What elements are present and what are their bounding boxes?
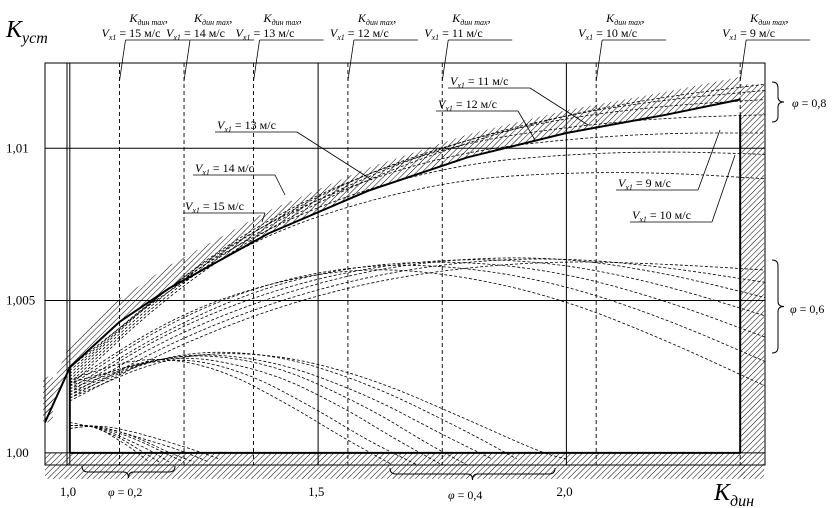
hatched-right-wall	[740, 84, 765, 479]
speed-label-leader	[529, 87, 589, 126]
speed-label-leader	[296, 131, 373, 181]
phi-02-label: φ = 0,2	[108, 485, 142, 499]
phi-02-brace	[81, 465, 176, 479]
curve-phi_02-v14	[69, 424, 160, 463]
speed-label: Vx1 = 12 м/с	[438, 97, 497, 113]
kdyn-max-leader	[183, 39, 191, 82]
kdyn-max-speed: Vx1 = 14 м/с	[166, 26, 225, 42]
curve-phi_08-v9	[69, 83, 766, 387]
kdyn-max-leader	[119, 39, 126, 82]
kdyn-max-lines	[119, 63, 741, 465]
tick-labels: 1,00 1,005 1,01 1,0 1,5 2,0	[6, 140, 573, 499]
phi-08-brace	[771, 81, 785, 123]
kdyn-max-leader	[347, 39, 355, 82]
speed-label-leader	[517, 110, 536, 141]
y-axis-title: Kуст	[5, 17, 48, 47]
kdyn-max-label: Kдин max,	[263, 11, 302, 27]
kdyn-max-speed: Vx1 = 10 м/с	[578, 26, 637, 42]
curve-phi_06-v13	[69, 261, 766, 390]
kdyn-max-speed: Vx1 = 15 м/с	[101, 26, 160, 42]
kdyn-max-leader	[595, 39, 603, 82]
curve-phi_08-v14	[69, 151, 766, 371]
speed-label-leader	[261, 212, 266, 223]
kdyn-max-speed: Vx1 = 11 м/с	[424, 26, 482, 42]
kdyn-max-label: Kдин max,	[193, 11, 232, 27]
curve-phi_04-v14	[69, 359, 418, 466]
curve-phi_02-v10	[69, 426, 210, 463]
phi-04-brace	[389, 467, 556, 481]
kdyn-max-leader	[739, 39, 747, 82]
kdyn-max-speed: Vx1 = 13 м/с	[236, 26, 295, 42]
envelope-curve	[44, 98, 741, 423]
kdyn-max-label: Kдин max,	[451, 11, 490, 27]
x-tick-label: 2,0	[556, 484, 572, 499]
speed-label: Vx1 = 9 м/с	[618, 176, 671, 192]
x-tick-label: 1,0	[60, 484, 76, 499]
x-tick-label: 1,5	[308, 484, 324, 499]
curve-phi_04-v11	[69, 354, 493, 460]
axis-titles: Kуст Kдин	[5, 17, 754, 508]
y-tick-label: 1,01	[6, 140, 29, 155]
curve-phi_06-v12	[69, 259, 766, 393]
kdyn-max-label: Kдин max,	[749, 11, 788, 27]
hatched-floor	[45, 452, 745, 479]
kdyn-max-speed: Vx1 = 12 м/с	[330, 26, 389, 42]
kdyn-max-speed: Vx1 = 9 м/с	[722, 26, 775, 42]
curve-phi_04-v10	[69, 351, 517, 460]
curve-phi_04-v15	[69, 359, 394, 466]
kdyn-max-label: Kдин max,	[357, 11, 396, 27]
speed-label: Vx1 = 15 м/с	[185, 199, 244, 215]
phi-06-label: φ = 0,6	[790, 302, 824, 316]
speed-label: Vx1 = 14 м/с	[195, 161, 254, 177]
envelope-line	[44, 76, 741, 423]
kdyn-max-label: Kдин max,	[128, 11, 167, 27]
curve-phi_08-v15	[69, 172, 766, 368]
phi-08-label: φ = 0,8	[792, 96, 826, 110]
curve-phi_06-v10	[69, 258, 766, 399]
speed-label-leader	[711, 154, 736, 223]
curve-phi_06-v9	[69, 261, 766, 402]
speed-label-leader	[697, 129, 721, 191]
speed-label: Vx1 = 10 м/с	[632, 208, 691, 224]
envelope-band	[45, 76, 741, 423]
kdyn-max-leader	[441, 39, 449, 82]
speed-label-leader	[274, 174, 286, 196]
kdyn-max-label: Kдин max,	[605, 11, 644, 27]
x-axis-title: Kдин	[713, 480, 754, 508]
speed-label: Vx1 = 13 м/с	[217, 118, 276, 134]
phi-06-brace	[771, 259, 785, 354]
curve-phi_02-v15	[69, 422, 150, 463]
phi-04-label: φ = 0,4	[448, 488, 482, 502]
speed-label: Vx1 = 11 м/с	[450, 74, 508, 90]
y-tick-label: 1,005	[6, 293, 35, 308]
kdyn-max-leader	[253, 39, 260, 82]
y-tick-label: 1,00	[6, 445, 29, 460]
curve-phi_06-v15	[69, 269, 766, 387]
curve-phi_08-v11	[69, 99, 766, 380]
curve-phi_04-v12	[69, 355, 468, 466]
